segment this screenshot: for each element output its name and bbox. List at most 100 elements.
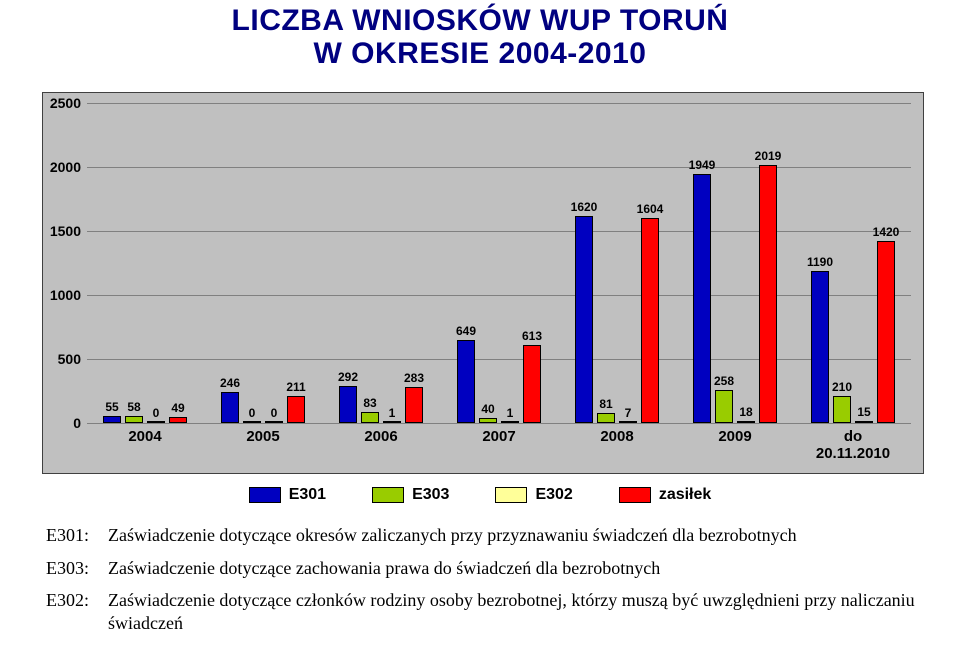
definition-row: E301:Zaświadczenie dotyczące okresów zal… — [46, 524, 916, 547]
bar-E301 — [457, 340, 475, 423]
legend-swatch — [249, 487, 281, 503]
legend-label: zasiłek — [659, 486, 711, 504]
value-label: 49 — [171, 401, 184, 415]
bar-E302 — [383, 421, 401, 423]
value-label: 1 — [389, 406, 396, 420]
bar-E301 — [103, 416, 121, 423]
value-label: 613 — [522, 329, 542, 343]
gridline — [87, 103, 911, 104]
value-label: 18 — [739, 405, 752, 419]
value-label: 2019 — [755, 149, 782, 163]
legend-item-E302: E302 — [495, 486, 572, 504]
definition-code: E302: — [46, 589, 108, 634]
value-label: 1420 — [873, 225, 900, 239]
chart-area: 0 500 1000 1500 2000 2500 55 58 0 49 246 0 0 211 292 83… — [42, 92, 924, 474]
x-tick-label: 2004 — [128, 429, 161, 446]
bar-E303 — [125, 416, 143, 423]
value-label: 211 — [286, 380, 305, 394]
legend: E301 E303 E302 zasiłek — [200, 480, 760, 510]
definition-row: E302:Zaświadczenie dotyczące członków ro… — [46, 589, 916, 634]
bar-zasiłek — [523, 345, 541, 423]
gridline — [87, 359, 911, 360]
bar-E303 — [597, 413, 615, 423]
y-tick-label: 0 — [41, 415, 81, 431]
value-label: 1949 — [689, 158, 716, 172]
bar-E302 — [147, 421, 165, 423]
gridline — [87, 295, 911, 296]
value-label: 40 — [481, 402, 494, 416]
bar-E303 — [479, 418, 497, 423]
page: LICZBA WNIOSKÓW WUP TORUŃ W OKRESIE 2004… — [0, 0, 960, 665]
bar-E303 — [243, 421, 261, 423]
x-tick-label: 2007 — [482, 429, 515, 446]
title-line-1: LICZBA WNIOSKÓW WUP TORUŃ — [0, 4, 960, 37]
title-line-2: W OKRESIE 2004-2010 — [0, 37, 960, 70]
x-tick-label: do20.11.2010 — [816, 429, 890, 462]
bar-E302 — [501, 421, 519, 423]
legend-swatch — [619, 487, 651, 503]
bar-zasiłek — [287, 396, 305, 423]
legend-item-zasiłek: zasiłek — [619, 486, 711, 504]
definition-text: Zaświadczenie dotyczące członków rodziny… — [108, 589, 916, 634]
legend-swatch — [372, 487, 404, 503]
bar-zasiłek — [405, 387, 423, 423]
bar-E301 — [811, 271, 829, 423]
value-label: 15 — [857, 405, 870, 419]
value-label: 1 — [507, 406, 514, 420]
y-tick-label: 500 — [41, 351, 81, 367]
gridline — [87, 423, 911, 424]
x-tick-label: 2005 — [246, 429, 279, 446]
value-label: 7 — [625, 406, 632, 420]
definitions: E301:Zaświadczenie dotyczące okresów zal… — [46, 524, 916, 644]
legend-label: E303 — [412, 486, 449, 504]
chart-title-block: LICZBA WNIOSKÓW WUP TORUŃ W OKRESIE 2004… — [0, 4, 960, 70]
definition-row: E303:Zaświadczenie dotyczące zachowania … — [46, 557, 916, 580]
value-label: 58 — [127, 400, 140, 414]
y-tick-label: 1500 — [41, 223, 81, 239]
plot-region: 0500100015002000250055580492460021129283… — [87, 103, 911, 423]
value-label: 649 — [456, 324, 476, 338]
x-tick-label: 2009 — [718, 429, 751, 446]
y-tick-label: 2500 — [41, 95, 81, 111]
value-label: 83 — [363, 396, 376, 410]
value-label: 210 — [832, 380, 852, 394]
x-tick-label: 2008 — [600, 429, 633, 446]
value-label: 0 — [271, 406, 278, 420]
x-axis-labels: 200420052006200720082009do20.11.2010 — [87, 427, 911, 467]
bar-zasiłek — [641, 218, 659, 423]
bar-E301 — [221, 392, 239, 423]
bar-E301 — [339, 386, 357, 423]
definition-code: E303: — [46, 557, 108, 580]
bar-zasiłek — [877, 241, 895, 423]
value-label: 55 — [105, 400, 118, 414]
bar-E302 — [265, 421, 283, 423]
bar-E301 — [575, 216, 593, 423]
legend-label: E302 — [535, 486, 572, 504]
bar-E302 — [855, 421, 873, 423]
value-label: 0 — [249, 406, 256, 420]
bar-E301 — [693, 174, 711, 423]
bar-zasiłek — [759, 165, 777, 423]
definition-text: Zaświadczenie dotyczące okresów zaliczan… — [108, 524, 916, 547]
gridline — [87, 231, 911, 232]
bar-E303 — [361, 412, 379, 423]
y-tick-label: 1000 — [41, 287, 81, 303]
legend-swatch — [495, 487, 527, 503]
bar-E302 — [737, 421, 755, 423]
value-label: 81 — [599, 397, 612, 411]
gridline — [87, 167, 911, 168]
value-label: 246 — [220, 376, 240, 390]
y-tick-label: 2000 — [41, 159, 81, 175]
legend-item-E301: E301 — [249, 486, 326, 504]
value-label: 283 — [404, 371, 424, 385]
bar-zasiłek — [169, 417, 187, 423]
value-label: 292 — [338, 370, 358, 384]
definition-code: E301: — [46, 524, 108, 547]
value-label: 0 — [153, 406, 160, 420]
legend-label: E301 — [289, 486, 326, 504]
bar-E302 — [619, 421, 637, 423]
bar-E303 — [833, 396, 851, 423]
value-label: 258 — [714, 374, 734, 388]
bar-E303 — [715, 390, 733, 423]
value-label: 1620 — [571, 200, 598, 214]
